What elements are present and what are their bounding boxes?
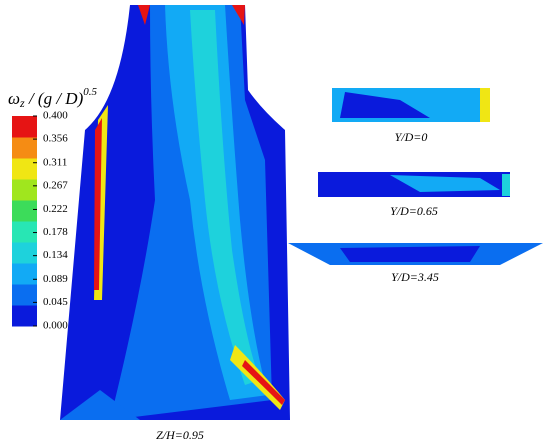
colorbar-segment [12,158,37,180]
colorbar-tick-label: 0.222 [43,203,68,215]
colorbar-segment [12,305,37,327]
panel-label: Y/D=0 [395,130,428,144]
colorbar-segment [12,137,37,159]
colorbar-tick-label: 0.356 [43,133,68,145]
colorbar-tick-label: 0.045 [43,296,68,308]
colorbar-title: ωz / (g / D)0.5 [8,86,97,110]
colorbar-segment [12,284,37,306]
colorbar-segment [12,116,37,138]
panel-label: Y/D=3.45 [391,270,439,284]
colorbar-tick-label: 0.000 [43,320,68,332]
colorbar-tick-label: 0.134 [43,249,68,261]
colorbar-segment [12,263,37,285]
colorbar-tick-label: 0.311 [43,156,67,168]
colorbar-tick-label: 0.400 [43,110,68,122]
panel-label: Z/H=0.95 [156,428,204,442]
colorbar-tick-label: 0.089 [43,273,68,285]
colorbar-tick-label: 0.178 [43,226,68,238]
colorbar-segment [12,221,37,243]
section-contours [288,88,543,265]
colorbar-segment [12,200,37,222]
colorbar-segment [12,179,37,201]
main-contour [60,5,290,420]
colorbar-segment [12,242,37,264]
colorbar-tick-label: 0.267 [43,179,68,191]
panel-label: Y/D=0.65 [390,204,438,218]
